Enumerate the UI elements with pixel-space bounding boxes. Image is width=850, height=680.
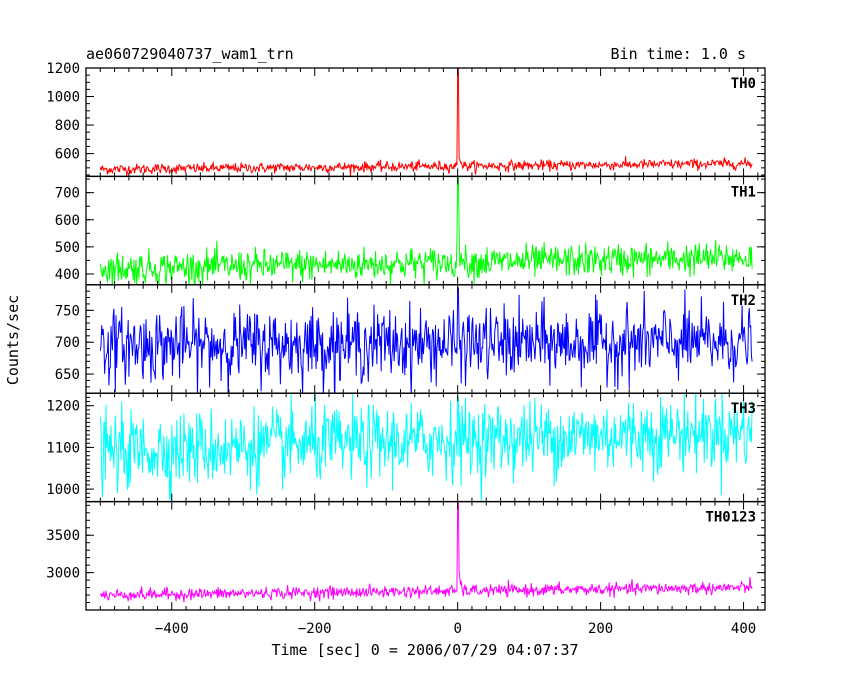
y-axis-label: Counts/sec [4,295,22,385]
y-tick-label: 700 [55,335,80,351]
y-tick-label: 500 [55,240,80,256]
y-tick-label: 400 [55,267,80,283]
y-tick-label: 700 [55,186,80,202]
y-tick-label: 3500 [46,528,80,544]
panel-label-th0123: TH0123 [705,510,756,526]
bin-time-label: Bin time: 1.0 s [611,45,746,63]
series-line-th2 [99,287,753,394]
panel-th3: 1000 1100 1200 TH3 [46,392,766,503]
y-tick-label: 800 [55,118,80,134]
panel-label-th3: TH3 [731,401,756,417]
y-tick-label: 1200 [46,61,80,77]
x-tick-label: 400 [731,621,756,637]
series-line-th3 [99,393,753,502]
y-tick-label: 1000 [46,90,80,106]
x-tick-label: −200 [298,621,332,637]
y-tick-label: 1100 [46,440,80,456]
series-line-th1 [99,176,753,285]
x-axis-label: Time [sec] 0 = 2006/07/29 04:07:37 [271,641,578,659]
y-tick-label: 600 [55,147,80,163]
y-tick-label: 750 [55,303,80,319]
panel-label-th0: TH0 [731,76,756,92]
series-line-th0123 [99,501,753,603]
panel-label-th1: TH1 [731,184,756,200]
x-tick-label: −400 [155,621,189,637]
y-tick-label: 3000 [46,566,80,582]
y-tick-label: 600 [55,213,80,229]
x-tick-label: 200 [588,621,613,637]
plot-title: ae060729040737_wam1_trn [86,45,294,63]
y-tick-label: 650 [55,367,80,383]
x-axis-ticks: −400 −200 0 200 400 [99,68,759,637]
y-tick-label: 1000 [46,482,80,498]
panel-frame [85,500,766,611]
series-line-th0 [99,68,753,177]
panel-th1: 400 500 600 700 TH1 [55,175,766,286]
panel-th0: 600 800 1000 1200 TH0 [46,61,766,178]
panels: 600 800 1000 1200 TH0 400 500 600 700 TH1 650 700 75… [46,61,766,611]
y-tick-label: 1200 [46,399,80,415]
x-tick-label: 0 [453,621,461,637]
panel-th0123: 3000 3500 TH0123 [46,500,766,611]
panel-label-th2: TH2 [731,293,756,309]
panel-th2: 650 700 750 TH2 [55,284,766,394]
